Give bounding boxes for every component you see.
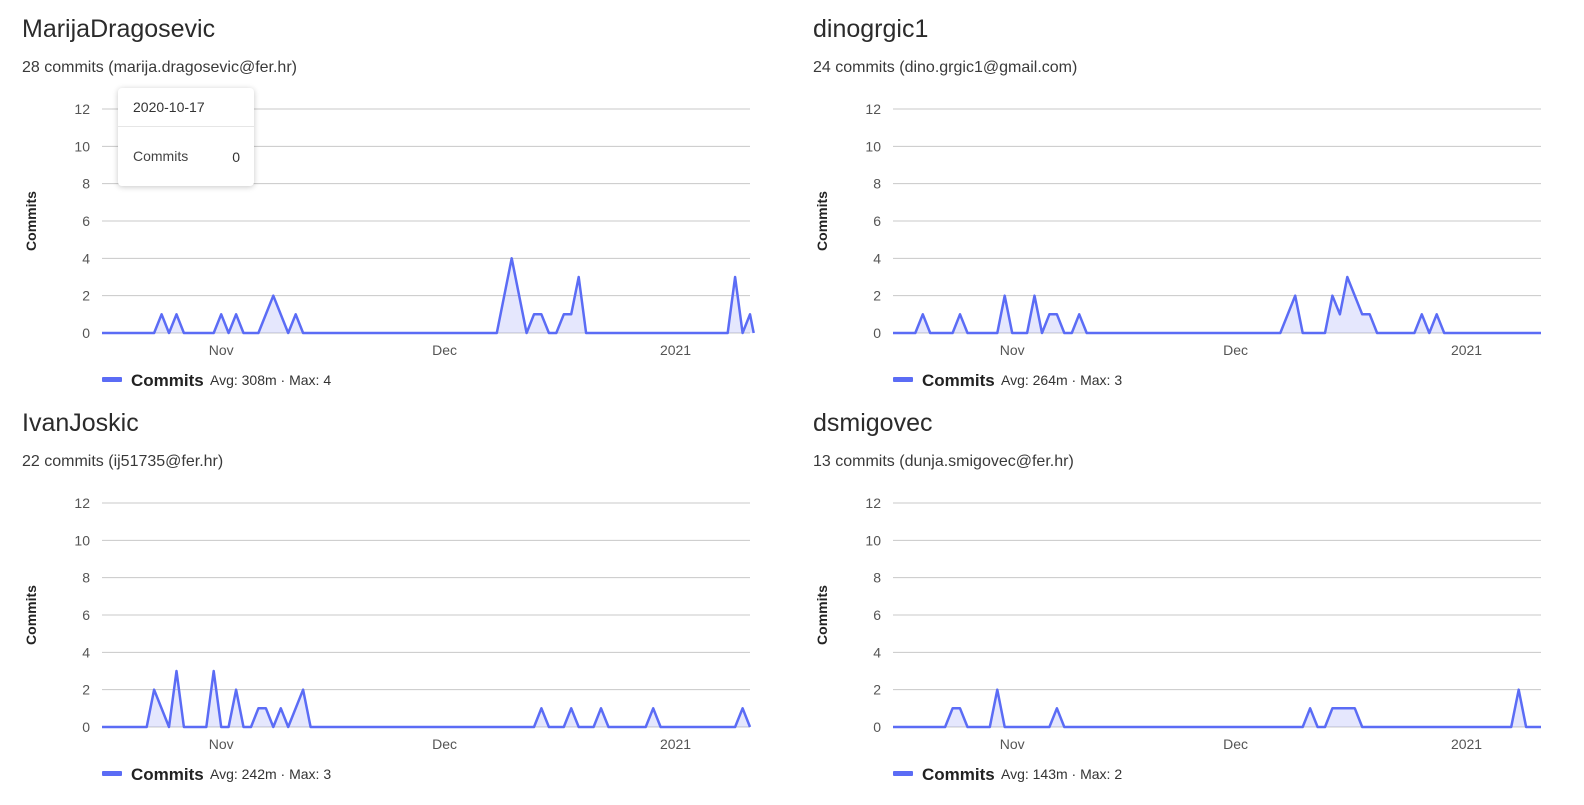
- y-tick-label: 0: [873, 325, 881, 341]
- legend-label: Commits: [131, 765, 204, 784]
- x-tick-label: Dec: [432, 342, 457, 358]
- y-tick-label: 10: [865, 532, 881, 548]
- legend-stats: Avg: 308m · Max: 4: [210, 372, 331, 388]
- commits-chart[interactable]: 0 2 4 6 8 10 12 Nov Dec 2021 Commits Commits Avg: 24…: [22, 484, 782, 788]
- legend-swatch: [893, 771, 913, 776]
- y-tick-label: 6: [873, 607, 881, 623]
- x-tick-label: Nov: [209, 342, 234, 358]
- y-tick-label: 0: [82, 719, 90, 735]
- tooltip-value: 0: [232, 149, 240, 165]
- y-axis-label: Commits: [814, 191, 830, 251]
- x-tick-label: Dec: [1223, 736, 1248, 752]
- y-tick-label: 2: [82, 288, 90, 304]
- y-tick-label: 0: [873, 719, 881, 735]
- chart-tooltip: 2020-10-17 Commits 0: [118, 88, 254, 186]
- contributor-card: dsmigovec 13 commits (dunja.smigovec@fer…: [813, 394, 1573, 788]
- contributor-name: dinogrgic1: [813, 15, 929, 43]
- series-line: [102, 669, 752, 729]
- x-tick-label: 2021: [1451, 342, 1482, 358]
- y-tick-label: 6: [82, 607, 90, 623]
- x-tick-label: Dec: [1223, 342, 1248, 358]
- legend-swatch: [893, 377, 913, 382]
- y-tick-label: 4: [82, 250, 90, 266]
- legend-stats: Avg: 143m · Max: 2: [1001, 766, 1122, 782]
- series-area: [102, 671, 750, 727]
- contributor-card: IvanJoskic 22 commits (ij51735@fer.hr) 0…: [22, 394, 782, 788]
- y-tick-label: 6: [82, 213, 90, 229]
- tooltip-label: Commits: [133, 148, 189, 164]
- y-tick-label: 12: [865, 101, 881, 117]
- y-axis-label: Commits: [23, 191, 39, 251]
- tooltip-date: 2020-10-17: [133, 99, 205, 115]
- legend-label: Commits: [922, 371, 995, 390]
- legend-stats: Avg: 264m · Max: 3: [1001, 372, 1122, 388]
- y-tick-label: 6: [873, 213, 881, 229]
- y-tick-label: 10: [865, 138, 881, 154]
- series-line: [893, 688, 1541, 729]
- y-tick-label: 10: [74, 532, 90, 548]
- commit-summary: 13 commits (dunja.smigovec@fer.hr): [813, 453, 1074, 470]
- x-tick-label: 2021: [1451, 736, 1482, 752]
- x-tick-label: Nov: [1000, 342, 1025, 358]
- legend-stats: Avg: 242m · Max: 3: [210, 766, 331, 782]
- y-tick-label: 12: [865, 495, 881, 511]
- commits-chart[interactable]: 0 2 4 6 8 10 12 Nov Dec 2021 Commits Commits Avg: 26…: [813, 90, 1573, 394]
- x-tick-label: Dec: [432, 736, 457, 752]
- contributor-name: IvanJoskic: [22, 409, 139, 437]
- y-tick-label: 2: [82, 682, 90, 698]
- x-tick-label: 2021: [660, 342, 691, 358]
- legend-swatch: [102, 771, 122, 776]
- y-tick-label: 12: [74, 101, 90, 117]
- x-tick-label: 2021: [660, 736, 691, 752]
- series-line: [893, 275, 1541, 335]
- tooltip-divider: [118, 126, 254, 127]
- y-tick-label: 8: [873, 176, 881, 192]
- x-tick-label: Nov: [1000, 736, 1025, 752]
- y-tick-label: 8: [82, 176, 90, 192]
- y-tick-label: 2: [873, 288, 881, 304]
- y-tick-label: 8: [873, 570, 881, 586]
- contributor-name: dsmigovec: [813, 409, 933, 437]
- contributor-card: MarijaDragosevic 28 commits (marija.drag…: [22, 0, 782, 394]
- contributor-name: MarijaDragosevic: [22, 15, 216, 43]
- contributor-card: dinogrgic1 24 commits (dino.grgic1@gmail…: [813, 0, 1573, 394]
- commits-chart[interactable]: 0 2 4 6 8 10 12 Nov Dec 2021 Commits Commits Avg: 30…: [22, 90, 782, 394]
- y-tick-label: 8: [82, 570, 90, 586]
- y-axis-label: Commits: [814, 585, 830, 645]
- legend-label: Commits: [922, 765, 995, 784]
- legend-label: Commits: [131, 371, 204, 390]
- x-tick-label: Nov: [209, 736, 234, 752]
- y-tick-label: 0: [82, 325, 90, 341]
- y-axis-label: Commits: [23, 585, 39, 645]
- y-tick-label: 4: [873, 250, 881, 266]
- commit-summary: 22 commits (ij51735@fer.hr): [22, 453, 224, 470]
- commit-summary: 24 commits (dino.grgic1@gmail.com): [813, 59, 1078, 76]
- legend-swatch: [102, 377, 122, 382]
- commit-summary: 28 commits (marija.dragosevic@fer.hr): [22, 59, 297, 76]
- y-tick-label: 10: [74, 138, 90, 154]
- y-tick-label: 2: [873, 682, 881, 698]
- y-tick-label: 4: [82, 644, 90, 660]
- y-tick-label: 12: [74, 495, 90, 511]
- series-line: [102, 257, 755, 335]
- commits-chart[interactable]: 0 2 4 6 8 10 12 Nov Dec 2021 Commits Commits Avg: 14…: [813, 484, 1573, 788]
- series-area: [893, 277, 1541, 333]
- series-area: [893, 689, 1541, 727]
- y-tick-label: 4: [873, 644, 881, 660]
